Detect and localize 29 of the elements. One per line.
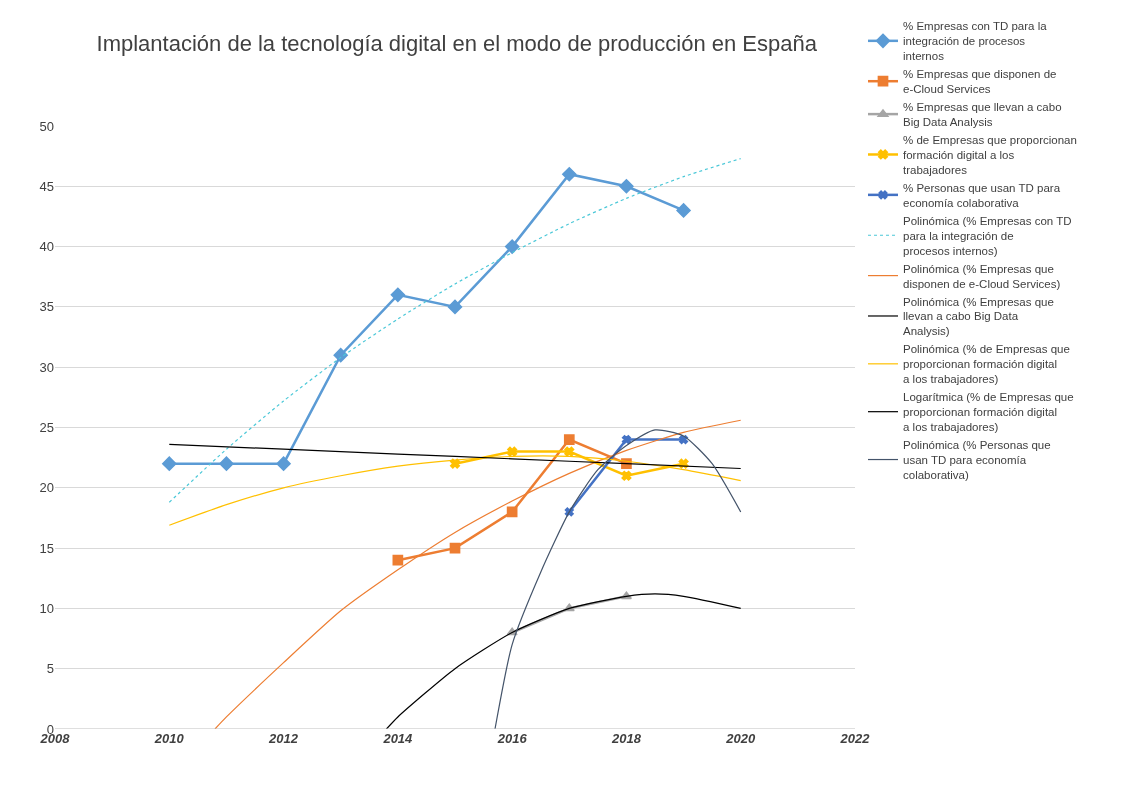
legend-label: Polinómica (% de Empresas que proporcionan formación digital a los trabajadores) (903, 343, 1070, 386)
legend-label: % Empresas que llevan a cabo Big Data Analysis (903, 101, 1062, 129)
x-tick-label: 2020 (725, 731, 756, 746)
legend-label: Polinómica (% Empresas que disponen de e-Cloud Services) (903, 262, 1061, 290)
y-tick-label: 5 (46, 661, 54, 677)
legend-label: % Empresas con TD para la integración de procesos internos (903, 20, 1048, 63)
legend-label: Polinómica (% Empresas con TD para la integración de procesos internos) (903, 214, 1072, 257)
legend-label: % de Empresas que proporcionan formación digital a los trabajadores (903, 134, 1077, 176)
y-tick-label: 25 (39, 420, 54, 436)
legend-label: % Personas que usan TD para economía colaborativa (903, 181, 1061, 209)
y-tick-label: 40 (39, 239, 54, 255)
y-tick-label: 20 (39, 480, 54, 496)
legend-label: Polinómica (% Empresas que llevan a cabo Big Data Analysis) (903, 295, 1054, 338)
y-tick-label: 45 (39, 178, 54, 194)
x-tick-label: 2012 (268, 731, 299, 746)
chart-title: Implantación de la tecnología digital en el modo de producción en España (96, 31, 818, 57)
x-tick-label: 2010 (153, 731, 185, 746)
y-tick-label: 15 (39, 540, 54, 556)
y-tick-label: 35 (39, 299, 54, 315)
x-tick-label: 2016 (496, 731, 528, 746)
legend-label: Polinómica (% Personas que usan TD para economía colaborativa) (903, 439, 1051, 481)
y-tick-label: 30 (39, 359, 54, 375)
legend-label: Logarítmica (% de Empresas que proporcionan formación digital a los trabajadores) (903, 391, 1074, 434)
x-tick-label: 2022 (839, 731, 871, 746)
y-tick-label: 10 (39, 600, 54, 616)
x-tick-label: 2018 (610, 731, 642, 746)
legend-label: % Empresas que disponen de e-Cloud Services (903, 68, 1057, 96)
y-tick-label: 50 (39, 118, 54, 134)
x-tick-label: 2014 (382, 731, 414, 746)
